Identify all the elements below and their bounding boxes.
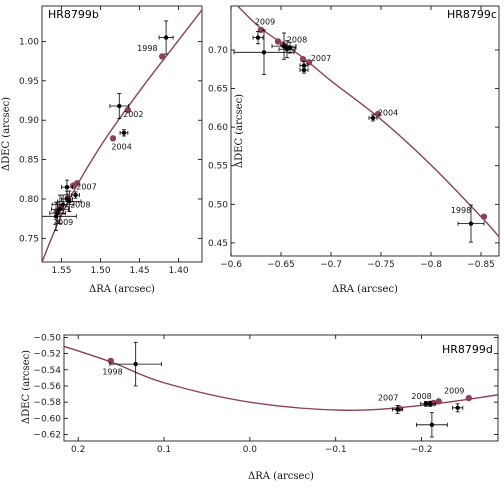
x-tick-label: −0.2 xyxy=(411,445,433,455)
y-tick-label: −0.58 xyxy=(33,398,61,408)
x-tick-label: −0.75 xyxy=(367,260,395,270)
observed-point xyxy=(60,202,66,207)
y-tick-label: −0.62 xyxy=(33,431,61,441)
observed-point xyxy=(429,422,435,428)
observed-point xyxy=(427,401,433,406)
x-tick-label: −0.85 xyxy=(467,260,495,270)
plot-frame xyxy=(63,334,499,442)
predicted-point xyxy=(158,53,166,60)
predicted-point xyxy=(73,180,81,187)
epoch-label: 2007 xyxy=(311,54,331,63)
y-tick-label: −0.52 xyxy=(33,350,61,360)
y-tick-label: 0.60 xyxy=(208,123,228,133)
epoch-label: 2008 xyxy=(411,392,431,401)
y-tick-label: −0.56 xyxy=(33,382,61,392)
epoch-label: 2007 xyxy=(378,394,398,403)
x-axis-label: ΔRA (arcsec) xyxy=(248,471,314,482)
epoch-label: 2004 xyxy=(111,142,131,151)
observed-point xyxy=(121,130,127,136)
y-tick-label: 0.85 xyxy=(19,156,39,166)
observed-point xyxy=(163,35,169,40)
x-tick-label: −0.8 xyxy=(420,260,442,270)
epoch-label: 2008 xyxy=(70,201,90,210)
y-axis-label: ΔDEC (arcsec) xyxy=(234,94,245,168)
observed-point xyxy=(57,207,63,212)
y-axis-label: ΔDEC (arcsec) xyxy=(1,97,12,171)
x-tick-label: −0.1 xyxy=(325,445,347,455)
epoch-label: 2004 xyxy=(378,109,398,118)
panel-title: HR8799d xyxy=(442,343,493,356)
epoch-label: 1998 xyxy=(102,368,122,377)
observed-point xyxy=(301,63,307,68)
plot-frame xyxy=(41,5,203,263)
epoch-label: 1998 xyxy=(137,44,157,53)
y-tick-label: −0.60 xyxy=(33,414,61,424)
y-tick-label: 0.45 xyxy=(208,239,228,249)
observed-point xyxy=(117,103,122,109)
y-tick-label: 0.95 xyxy=(19,77,39,87)
y-tick-label: −0.54 xyxy=(33,366,61,376)
observed-point xyxy=(255,35,261,40)
y-tick-label: 0.75 xyxy=(19,234,39,244)
epoch-label: 2008 xyxy=(287,35,307,44)
predicted-point xyxy=(465,394,473,402)
observed-point xyxy=(287,45,293,50)
x-tick-label: −0.6 xyxy=(220,260,242,270)
predicted-point xyxy=(480,213,488,220)
x-tick-label: 1.45 xyxy=(130,266,150,276)
epoch-label: 2009 xyxy=(53,218,73,227)
y-tick-label: 0.70 xyxy=(208,46,228,56)
predicted-point xyxy=(305,59,313,66)
y-tick-label: 0.80 xyxy=(19,195,39,205)
orbit-fit-line xyxy=(236,6,499,238)
observed-point xyxy=(53,214,59,219)
epoch-label: 2007 xyxy=(76,183,96,192)
observed-point xyxy=(395,407,400,412)
epoch-label: 1998 xyxy=(451,206,471,215)
panel-title: HR8799b xyxy=(48,8,99,21)
predicted-point xyxy=(435,398,442,405)
predicted-point xyxy=(107,357,114,365)
x-tick-label: 1.40 xyxy=(169,266,189,276)
x-tick-label: 1.50 xyxy=(91,266,111,276)
predicted-point xyxy=(109,135,117,142)
observed-point xyxy=(370,115,376,121)
y-tick-label: 0.90 xyxy=(19,116,39,126)
x-tick-label: 0.2 xyxy=(71,445,85,455)
panel-hr8799c: −0.6 −0.65 −0.7 −0.75 −0.8 −0.85 0.45 0.50 0.55 0… xyxy=(208,5,500,295)
panel-hr8799b: 1.55 1.50 1.45 1.40 0.75 0.80 0.85 0.90 0.95 1.00… xyxy=(1,5,203,295)
observed-point xyxy=(64,184,70,190)
observed-point xyxy=(73,192,78,198)
x-tick-label: 0.0 xyxy=(243,445,258,455)
y-tick-label: −0.50 xyxy=(33,333,61,343)
observed-point xyxy=(133,361,138,367)
x-axis-label: ΔRA (arcsec) xyxy=(89,284,155,295)
y-tick-label: 1.00 xyxy=(19,37,39,47)
observed-point xyxy=(468,221,474,226)
observed-point xyxy=(67,199,72,204)
y-axis-label: ΔDEC (arcsec) xyxy=(21,350,32,424)
predicted-point xyxy=(274,38,282,45)
predicted-point xyxy=(124,106,132,114)
plot-frame xyxy=(230,5,500,257)
epoch-label: 2002 xyxy=(123,110,143,119)
observed-point xyxy=(261,50,267,55)
observed-point xyxy=(301,67,307,73)
epoch-label: 2009 xyxy=(255,18,275,27)
y-tick-label: 0.65 xyxy=(208,85,228,95)
x-tick-label: 0.1 xyxy=(157,445,171,455)
observed-point xyxy=(455,405,460,411)
x-tick-label: 1.55 xyxy=(51,266,71,276)
predicted-point xyxy=(374,110,382,118)
panel-hr8799d: 0.2 0.1 0.0 −0.1 −0.2 −0.62 −0.60 −0.58 −0.56 −0.… xyxy=(21,333,499,482)
x-tick-label: −0.7 xyxy=(320,260,342,270)
y-tick-label: 0.50 xyxy=(208,200,228,210)
x-axis-label: ΔRA (arcsec) xyxy=(332,284,398,295)
epoch-label: 2009 xyxy=(444,386,464,395)
y-tick-label: 0.55 xyxy=(208,162,228,172)
panel-title: HR8799c xyxy=(447,8,497,21)
predicted-point xyxy=(299,56,307,63)
x-tick-label: −0.65 xyxy=(267,260,295,270)
